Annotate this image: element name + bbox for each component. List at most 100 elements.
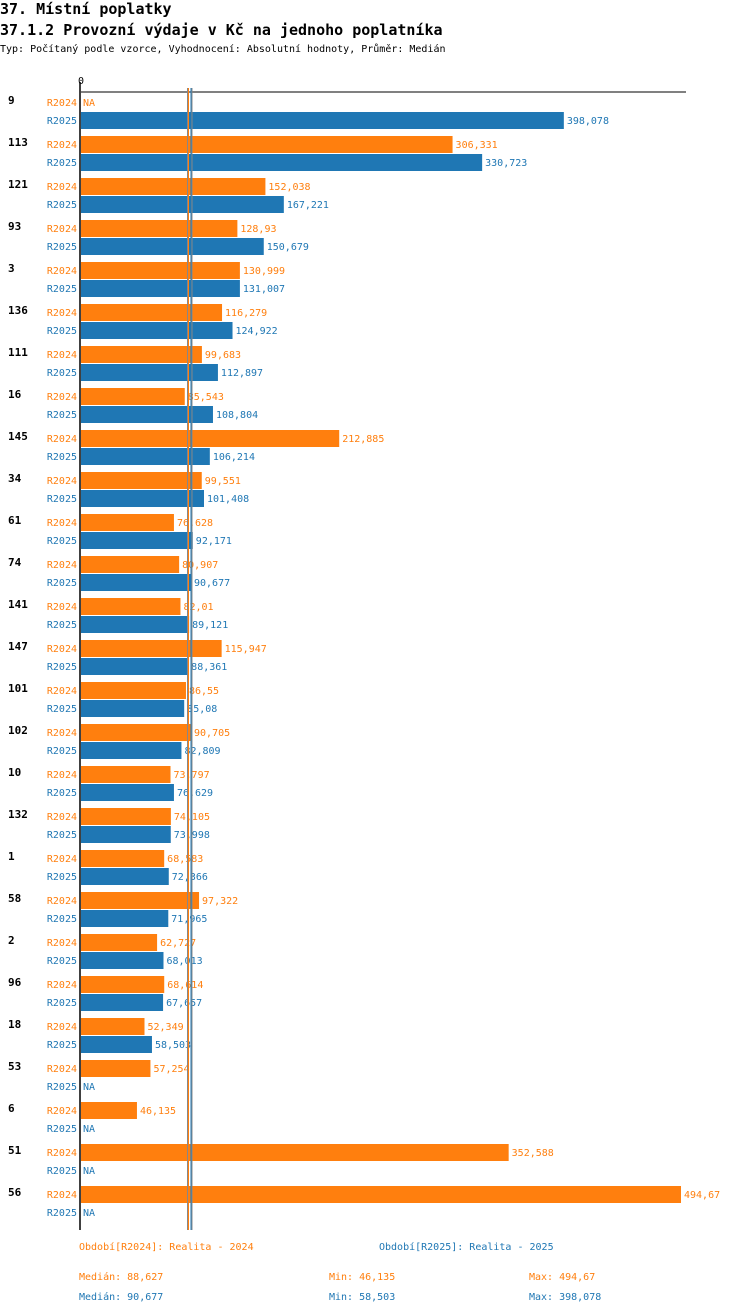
group-label: 18 [8,1018,21,1031]
bar-r2025 [81,154,483,171]
bar-r2025 [81,196,284,213]
value-label-r2025: 124,922 [236,326,278,337]
bar-r2024 [81,724,192,741]
bar-r2024 [81,1018,145,1035]
group-label: 74 [8,556,22,569]
group-label: 111 [8,346,28,359]
series-label: R2024 [47,434,77,445]
bar-r2025 [81,742,182,759]
value-label-r2024: 86,55 [189,686,219,697]
group-label: 132 [8,808,28,821]
bar-r2024 [81,262,240,279]
group-label: 136 [8,304,28,317]
group-label: 34 [8,472,22,485]
value-label-r2025: 101,408 [207,494,249,505]
x-axis-zero-label: 0 [78,76,84,87]
bar-r2025 [81,616,190,633]
value-label-r2024: 494,67 [684,1190,720,1201]
value-label-r2024: 62,727 [160,938,196,949]
min-r2025: Min: 58,503 [329,1292,396,1303]
value-label-r2024: 85,543 [188,392,224,403]
group-label: 147 [8,640,28,653]
value-label-r2025: 398,078 [567,116,609,127]
series-label: R2024 [47,350,77,361]
page-title: 37. Místní poplatky [0,0,172,18]
series-label: R2025 [47,494,77,505]
bar-r2024 [81,556,180,573]
group-label: 141 [8,598,28,611]
series-label: R2025 [47,872,77,883]
group-label: 101 [8,682,28,695]
bar-r2024 [81,178,266,195]
bar-r2025 [81,238,264,255]
series-label: R2025 [47,284,77,295]
series-label: R2024 [47,224,77,235]
series-label: R2024 [47,938,77,949]
value-label-r2024: 306,331 [456,140,498,151]
series-label: R2025 [47,200,77,211]
value-label-r2025: 89,121 [192,620,228,631]
series-label: R2024 [47,1148,77,1159]
series-label: R2024 [47,854,77,865]
value-label-r2025: 58,503 [155,1040,191,1051]
value-label-r2025: 167,221 [287,200,329,211]
value-label-r2024: 82,01 [183,602,213,613]
series-label: R2025 [47,116,77,127]
group-label: 51 [8,1144,22,1157]
series-label: R2025 [47,368,77,379]
bar-r2024 [81,1144,509,1161]
value-label-r2024: 68,614 [167,980,203,991]
series-label: R2024 [47,560,77,571]
series-label: R2025 [47,1166,77,1177]
series-label: R2024 [47,140,77,151]
series-label: R2024 [47,980,77,991]
value-label-r2025: 112,897 [221,368,263,379]
series-label: R2025 [47,746,77,757]
bar-r2025 [81,406,213,423]
value-label-r2025: 82,809 [184,746,220,757]
series-label: R2025 [47,1040,77,1051]
bar-r2025 [81,826,171,843]
group-label: 61 [8,514,22,527]
series-label: R2024 [47,644,77,655]
bar-r2024 [81,934,158,951]
median-r2024: Medián: 88,627 [79,1272,164,1283]
value-label-r2024: 46,135 [140,1106,176,1117]
bar-r2025 [81,952,164,969]
series-label: R2025 [47,326,77,337]
value-label-r2024: 97,322 [202,896,238,907]
value-label-r2024: 352,588 [512,1148,554,1159]
value-label-r2025: 150,679 [267,242,309,253]
series-label: R2025 [47,620,77,631]
group-label: 56 [8,1186,22,1199]
series-label: R2024 [47,728,77,739]
value-label-r2024: 115,947 [225,644,267,655]
group-label: 53 [8,1060,21,1073]
value-label-r2024: 152,038 [268,182,310,193]
series-label: R2024 [47,896,77,907]
series-label: R2025 [47,158,77,169]
bar-r2025 [81,574,191,591]
chart-subtitle: 37.1.2 Provozní výdaje v Kč na jednoho p… [0,21,443,39]
bar-r2025 [81,700,185,717]
bar-r2024 [81,892,200,909]
bar-r2025 [81,448,210,465]
bar-r2024 [81,850,165,867]
series-label: R2024 [47,686,77,697]
value-label-r2025: 131,007 [243,284,285,295]
bar-r2025 [81,364,218,381]
series-label: R2024 [47,1064,77,1075]
bar-r2025 [81,1036,152,1053]
value-label-r2025: 85,08 [187,704,217,715]
value-label-r2025: 88,361 [191,662,227,673]
bar-r2024 [81,514,174,531]
value-label-r2024: 130,999 [243,266,285,277]
min-r2024: Min: 46,135 [329,1272,396,1283]
series-label: R2024 [47,812,77,823]
value-label-r2024: 68,583 [167,854,203,865]
group-label: 9 [8,94,15,107]
series-label: R2024 [47,602,77,613]
value-label-r2024: NA [83,98,95,109]
value-label-r2024: 52,349 [147,1022,183,1033]
group-label: 102 [8,724,28,737]
